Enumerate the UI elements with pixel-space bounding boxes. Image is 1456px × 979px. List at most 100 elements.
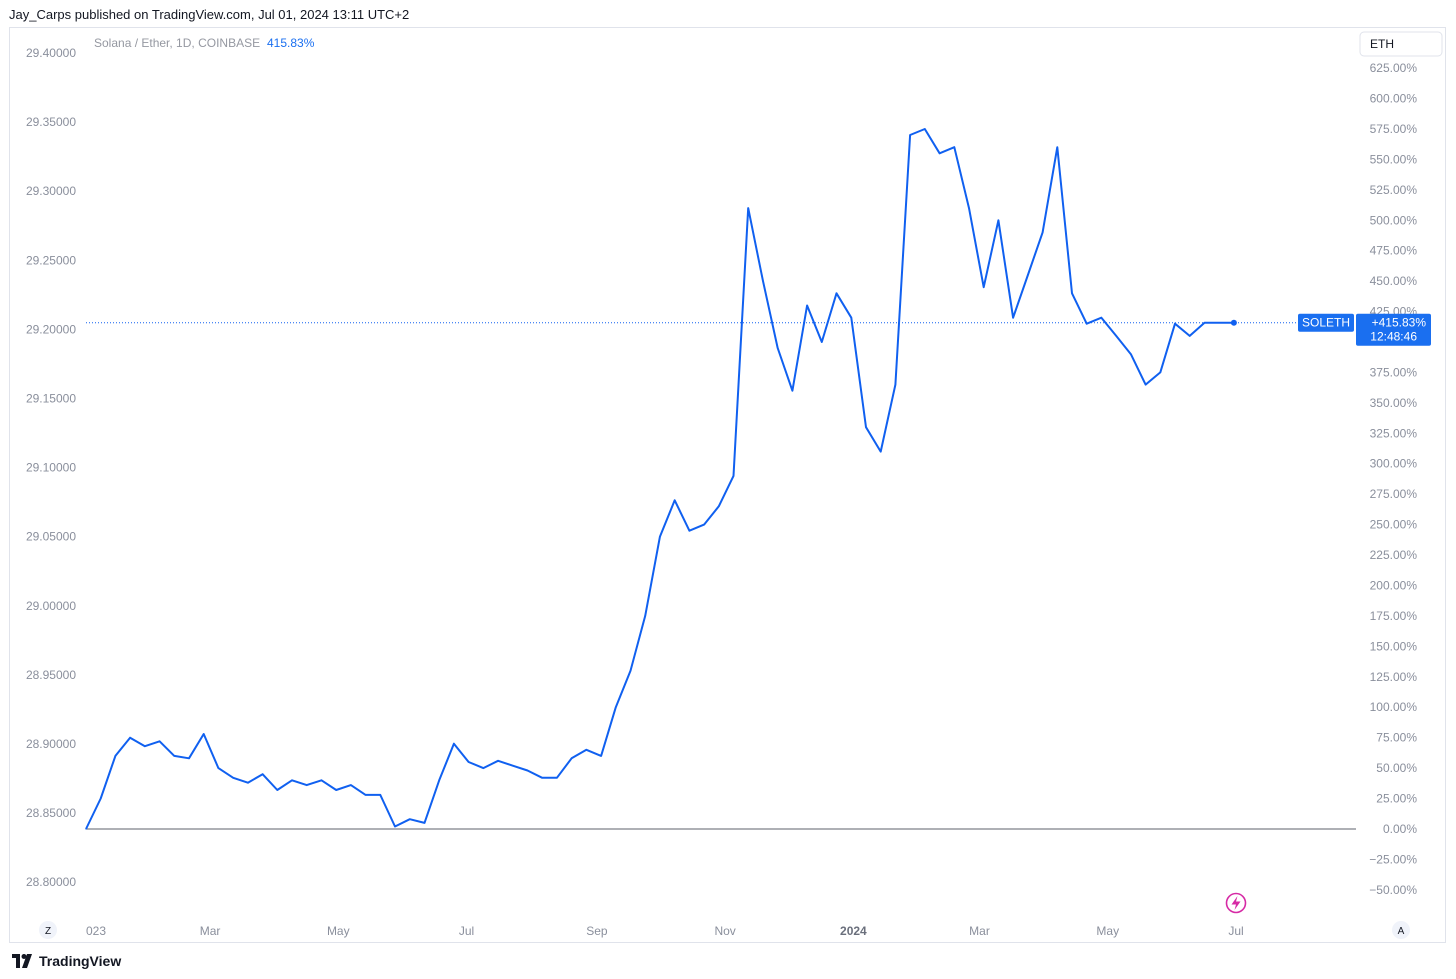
data-point <box>968 207 970 209</box>
data-point <box>262 773 264 775</box>
data-point <box>806 304 808 307</box>
time-axis-tick-label: Mar <box>200 924 221 938</box>
data-point <box>394 825 396 828</box>
right-axis-tick-label: 175.00% <box>1370 609 1418 623</box>
data-point <box>1115 335 1117 337</box>
time-axis-tick-label: Jul <box>1228 924 1243 938</box>
data-point <box>894 384 897 386</box>
lightning-icon[interactable] <box>1225 892 1247 914</box>
right-axis-tick-label: 525.00% <box>1370 183 1418 197</box>
right-axis-tick-label: 475.00% <box>1370 244 1418 258</box>
time-axis-tick-label: May <box>1096 924 1119 938</box>
data-point <box>409 818 411 820</box>
left-axis-tick-label: 28.85000 <box>26 806 76 820</box>
series-line <box>85 128 1234 830</box>
time-axis-tick-label: Jul <box>459 924 474 938</box>
data-point <box>232 777 234 779</box>
legend-change: 415.83% <box>267 36 315 50</box>
time-axis-tick-label: Nov <box>714 924 735 938</box>
data-point <box>482 767 484 769</box>
last-price-dot <box>1230 319 1237 326</box>
auto-scale-button[interactable]: A <box>1392 921 1410 939</box>
data-point <box>144 745 146 747</box>
data-point <box>1012 317 1014 319</box>
data-point <box>571 757 573 759</box>
left-axis-tick-label: 28.95000 <box>26 668 76 682</box>
symbol-tag-box <box>1298 313 1354 332</box>
right-axis-tick-label: 150.00% <box>1370 639 1418 653</box>
currency-badge[interactable]: ETH <box>1359 31 1443 57</box>
data-point <box>997 219 1000 221</box>
lightning-icon-ring[interactable] <box>1225 892 1247 914</box>
right-axis-tick-label: 200.00% <box>1370 578 1418 592</box>
auto-zoom-button-bg[interactable] <box>39 921 57 939</box>
right-axis-tick-label: 575.00% <box>1370 122 1418 136</box>
data-point <box>453 743 455 745</box>
data-point <box>1174 323 1176 325</box>
data-point <box>688 530 691 532</box>
data-point <box>703 524 705 526</box>
auto-zoom-button[interactable]: Z <box>39 921 57 939</box>
right-axis-tick-label: −25.00% <box>1369 852 1417 866</box>
left-axis-tick-label: 29.35000 <box>26 115 76 129</box>
data-point <box>644 615 646 617</box>
currency-badge-box[interactable] <box>1359 31 1443 57</box>
data-point <box>865 426 867 428</box>
data-point <box>718 505 720 507</box>
legend: Solana / Ether, 1D, COINBASE 415.83% <box>94 36 315 50</box>
auto-scale-button-label: A <box>1398 926 1405 937</box>
data-point <box>1100 317 1102 319</box>
data-point <box>512 765 514 767</box>
data-point <box>350 784 352 786</box>
data-point <box>924 128 926 130</box>
data-point <box>320 779 323 781</box>
tradingview-logo[interactable]: TradingView <box>12 953 121 969</box>
currency-badge-label: ETH <box>1370 37 1394 51</box>
right-axis-tick-label: −50.00% <box>1369 883 1417 897</box>
data-point <box>674 499 676 501</box>
chart-frame[interactable] <box>9 27 1446 943</box>
right-axis-tick-label: 350.00% <box>1370 396 1418 410</box>
data-point <box>188 757 190 759</box>
right-axis-tick-label: 275.00% <box>1370 487 1418 501</box>
data-point <box>747 207 749 209</box>
right-axis-tick-label: 500.00% <box>1370 213 1418 227</box>
time-axis-tick-label: 2024 <box>840 924 867 938</box>
data-point <box>615 706 617 708</box>
data-point <box>909 134 911 136</box>
price-tag: SOLETH +415.83%12:48:46 <box>1298 313 1431 346</box>
left-axis-tick-label: 29.10000 <box>26 461 76 475</box>
data-point <box>1056 146 1058 148</box>
tradingview-logo-icon <box>12 954 32 968</box>
data-point <box>468 761 470 763</box>
left-axis-tick-label: 29.05000 <box>26 530 76 544</box>
data-point <box>173 755 175 757</box>
symbol-tag-label: SOLETH <box>1302 316 1350 330</box>
data-point <box>365 794 367 796</box>
right-axis-tick-label: 600.00% <box>1370 92 1418 106</box>
left-axis-tick-label: 29.20000 <box>26 322 76 336</box>
right-axis-tick-label: 375.00% <box>1370 365 1418 379</box>
data-point <box>762 280 764 282</box>
data-point <box>217 767 219 769</box>
data-point <box>585 749 588 751</box>
data-point <box>291 779 293 781</box>
data-point <box>1027 274 1029 276</box>
auto-scale-button-bg[interactable] <box>1392 921 1410 939</box>
data-point <box>438 779 440 781</box>
data-point <box>983 286 985 288</box>
data-point <box>732 475 735 477</box>
data-point <box>423 822 426 824</box>
auto-zoom-button-label: Z <box>45 926 51 937</box>
data-point <box>85 828 87 830</box>
brand-name: TradingView <box>39 953 122 969</box>
data-point <box>659 536 661 538</box>
right-axis-tick-label: 250.00% <box>1370 518 1418 532</box>
left-axis-tick-label: 29.15000 <box>26 392 76 406</box>
data-point <box>1042 231 1044 233</box>
data-point <box>100 797 102 800</box>
right-axis-tick-label: 125.00% <box>1370 670 1418 684</box>
left-axis-tick-label: 28.80000 <box>26 875 76 889</box>
left-axis-tick-label: 29.30000 <box>26 184 76 198</box>
